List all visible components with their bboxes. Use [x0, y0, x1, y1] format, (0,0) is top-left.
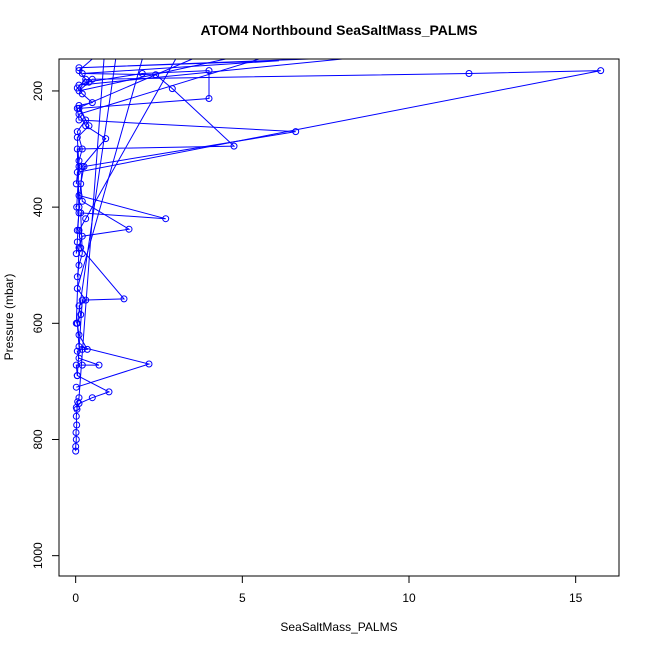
data-point — [73, 203, 81, 211]
series-line — [76, 59, 343, 208]
data-point — [72, 436, 80, 443]
data-point — [88, 99, 96, 107]
data-point — [72, 429, 80, 436]
data-point — [82, 215, 90, 223]
data-point — [78, 296, 86, 304]
data-point — [120, 295, 128, 303]
data-point — [72, 319, 80, 327]
data-point — [88, 394, 96, 402]
data-point — [145, 360, 153, 368]
x-tick-label: 15 — [569, 591, 583, 605]
data-point — [75, 67, 83, 75]
data-point — [73, 84, 81, 92]
series-line — [75, 59, 117, 408]
data-point — [75, 400, 83, 407]
data-point — [73, 273, 81, 281]
data-point — [78, 145, 86, 153]
axes-layer: 0 5 10 15 200 400 600 800 1000 — [31, 58, 620, 605]
data-point — [102, 135, 110, 143]
data-point — [82, 116, 90, 124]
data-point — [162, 215, 170, 223]
data-point — [73, 226, 81, 234]
data-point — [73, 372, 81, 380]
data-point — [73, 145, 81, 153]
data-point — [125, 225, 133, 233]
series-line — [75, 59, 260, 254]
data-point — [75, 261, 83, 269]
data-point — [72, 250, 80, 258]
data-point — [78, 361, 86, 369]
x-tick-label: 5 — [239, 591, 246, 605]
data-point — [72, 180, 80, 188]
data-point — [73, 421, 81, 429]
x-tick-label: 0 — [72, 591, 79, 605]
data-point — [85, 122, 93, 130]
y-tick-label: 800 — [31, 429, 45, 449]
data-point — [72, 412, 80, 420]
data-point — [95, 361, 103, 369]
data-point — [105, 388, 113, 396]
chart-title: ATOM4 Northbound SeaSaltMass_PALMS — [201, 22, 478, 38]
series-line — [75, 59, 94, 184]
y-tick-label: 600 — [31, 313, 45, 333]
y-axis-label: Pressure (mbar) — [2, 274, 16, 361]
series-2 — [72, 59, 117, 411]
data-point — [78, 90, 86, 98]
data-point — [138, 70, 146, 77]
x-axis-label: SeaSaltMass_PALMS — [280, 620, 397, 634]
data-point — [168, 85, 176, 93]
data-point — [82, 75, 90, 83]
x-tick-label: 10 — [402, 591, 416, 605]
data-point — [292, 128, 300, 136]
y-tick-label: 1000 — [31, 542, 45, 569]
data-point — [72, 447, 80, 455]
data-point — [205, 95, 213, 102]
series-line — [76, 59, 151, 388]
data-point — [230, 142, 238, 150]
series-10 — [72, 59, 96, 188]
data-point — [75, 331, 83, 339]
series-line — [75, 59, 105, 452]
series-layer — [72, 59, 605, 455]
data-point — [75, 157, 83, 165]
data-point — [205, 67, 213, 75]
data-point — [465, 70, 473, 77]
data-point — [75, 209, 83, 217]
data-point — [72, 383, 80, 391]
data-point — [73, 238, 81, 246]
data-point — [78, 232, 86, 240]
data-point — [75, 102, 83, 109]
data-point — [597, 67, 605, 75]
data-point — [72, 443, 80, 450]
y-tick-label: 200 — [31, 81, 45, 101]
series-line — [76, 59, 177, 376]
data-point — [73, 128, 81, 136]
y-tick-label: 400 — [31, 197, 45, 217]
